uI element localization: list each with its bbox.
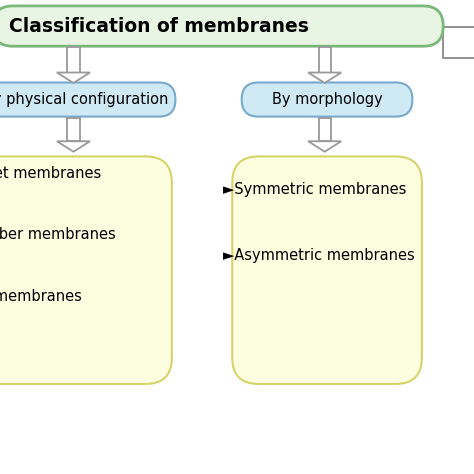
FancyBboxPatch shape: [443, 27, 474, 58]
Text: ►Asymmetric membranes: ►Asymmetric membranes: [223, 248, 415, 264]
Polygon shape: [308, 73, 341, 83]
Polygon shape: [308, 141, 341, 152]
FancyBboxPatch shape: [0, 6, 443, 46]
Polygon shape: [67, 118, 80, 141]
Text: By morphology: By morphology: [272, 92, 383, 107]
Polygon shape: [57, 141, 90, 152]
Polygon shape: [67, 47, 80, 73]
FancyBboxPatch shape: [0, 82, 175, 117]
Polygon shape: [57, 73, 90, 83]
Polygon shape: [319, 118, 331, 141]
Text: By physical configuration: By physical configuration: [0, 92, 169, 107]
Text: ►Flat-sheet membranes: ►Flat-sheet membranes: [0, 165, 101, 181]
FancyBboxPatch shape: [0, 156, 172, 384]
Text: ►Tubular membranes: ►Tubular membranes: [0, 289, 82, 304]
Text: ►Symmetric membranes: ►Symmetric membranes: [223, 182, 406, 197]
Text: Classification of membranes: Classification of membranes: [9, 17, 310, 36]
Polygon shape: [319, 47, 331, 73]
Text: ►Hollow-fiber membranes: ►Hollow-fiber membranes: [0, 227, 116, 242]
FancyBboxPatch shape: [242, 82, 412, 117]
FancyBboxPatch shape: [232, 156, 422, 384]
